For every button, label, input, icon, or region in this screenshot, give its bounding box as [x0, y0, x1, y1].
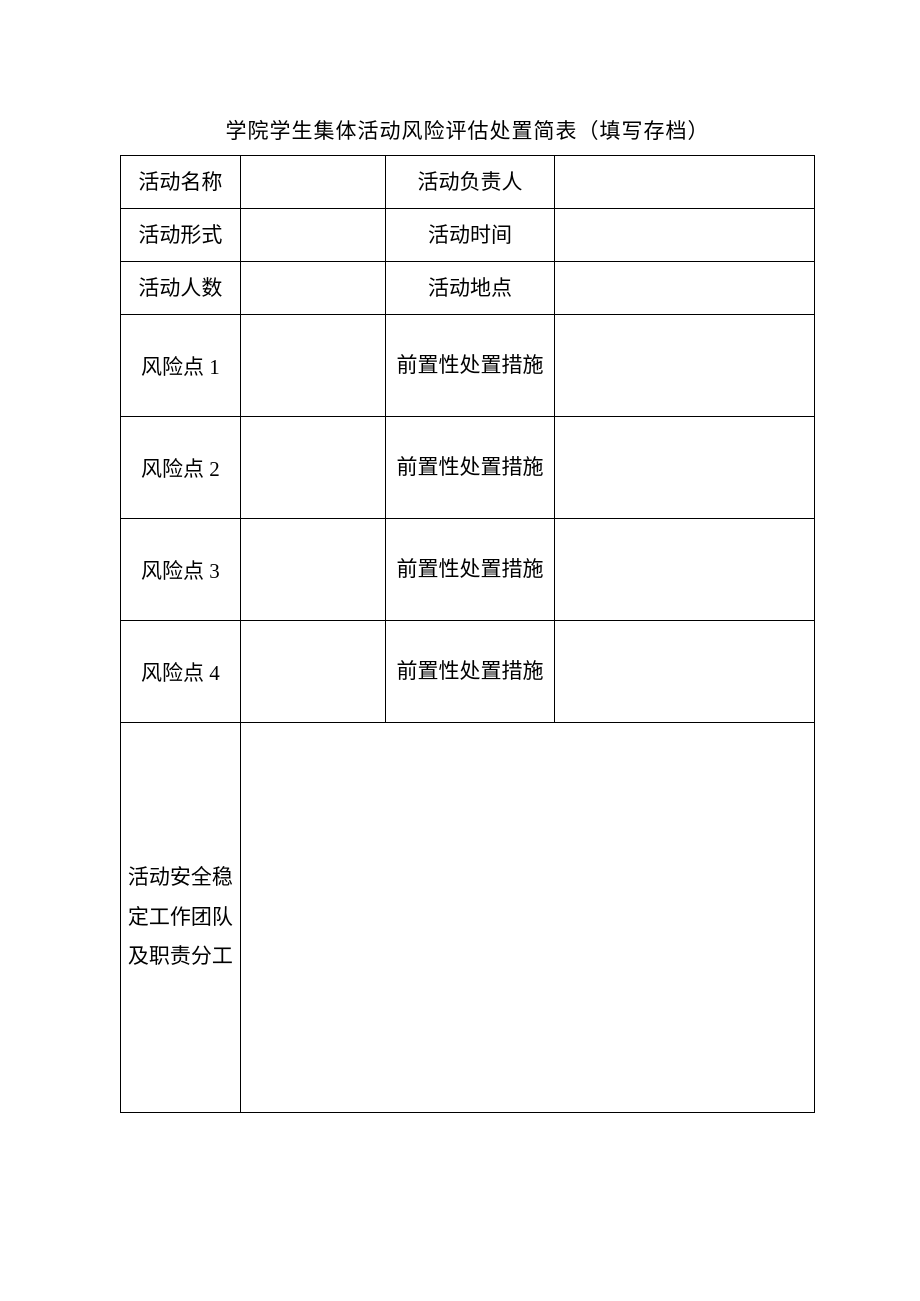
value-risk-3: [240, 519, 385, 621]
table-row: 活动人数 活动地点: [121, 262, 815, 315]
value-team-duties: [240, 723, 814, 1113]
label-risk-4: 风险点 4: [121, 621, 241, 723]
value-risk-1: [240, 315, 385, 417]
value-activity-name: [240, 156, 385, 209]
page-container: 学院学生集体活动风险评估处置简表（填写存档） 活动名称 活动负责人 活动形式 活…: [0, 0, 920, 1113]
label-measure-4: 前置性处置措施: [385, 621, 555, 723]
value-activity-count: [240, 262, 385, 315]
value-activity-place: [555, 262, 815, 315]
label-activity-count: 活动人数: [121, 262, 241, 315]
label-measure-1: 前置性处置措施: [385, 315, 555, 417]
label-activity-lead: 活动负责人: [385, 156, 555, 209]
value-activity-time: [555, 209, 815, 262]
value-measure-3: [555, 519, 815, 621]
label-activity-form: 活动形式: [121, 209, 241, 262]
table-row: 活动形式 活动时间: [121, 209, 815, 262]
label-activity-name: 活动名称: [121, 156, 241, 209]
label-measure-2: 前置性处置措施: [385, 417, 555, 519]
label-activity-time: 活动时间: [385, 209, 555, 262]
value-measure-1: [555, 315, 815, 417]
table-row: 风险点 2 前置性处置措施: [121, 417, 815, 519]
value-measure-4: [555, 621, 815, 723]
table-row: 活动名称 活动负责人: [121, 156, 815, 209]
label-team-duties: 活动安全稳定工作团队及职责分工: [121, 723, 241, 1113]
value-risk-2: [240, 417, 385, 519]
table-row: 风险点 1 前置性处置措施: [121, 315, 815, 417]
table-row: 风险点 4 前置性处置措施: [121, 621, 815, 723]
value-measure-2: [555, 417, 815, 519]
label-activity-place: 活动地点: [385, 262, 555, 315]
label-risk-3: 风险点 3: [121, 519, 241, 621]
label-risk-2: 风险点 2: [121, 417, 241, 519]
label-measure-3: 前置性处置措施: [385, 519, 555, 621]
label-risk-1: 风险点 1: [121, 315, 241, 417]
risk-assessment-table: 活动名称 活动负责人 活动形式 活动时间 活动人数 活动地点 风险点 1 前置性…: [120, 155, 815, 1113]
page-title: 学院学生集体活动风险评估处置简表（填写存档）: [120, 115, 815, 145]
value-risk-4: [240, 621, 385, 723]
table-row: 风险点 3 前置性处置措施: [121, 519, 815, 621]
value-activity-form: [240, 209, 385, 262]
value-activity-lead: [555, 156, 815, 209]
table-row: 活动安全稳定工作团队及职责分工: [121, 723, 815, 1113]
